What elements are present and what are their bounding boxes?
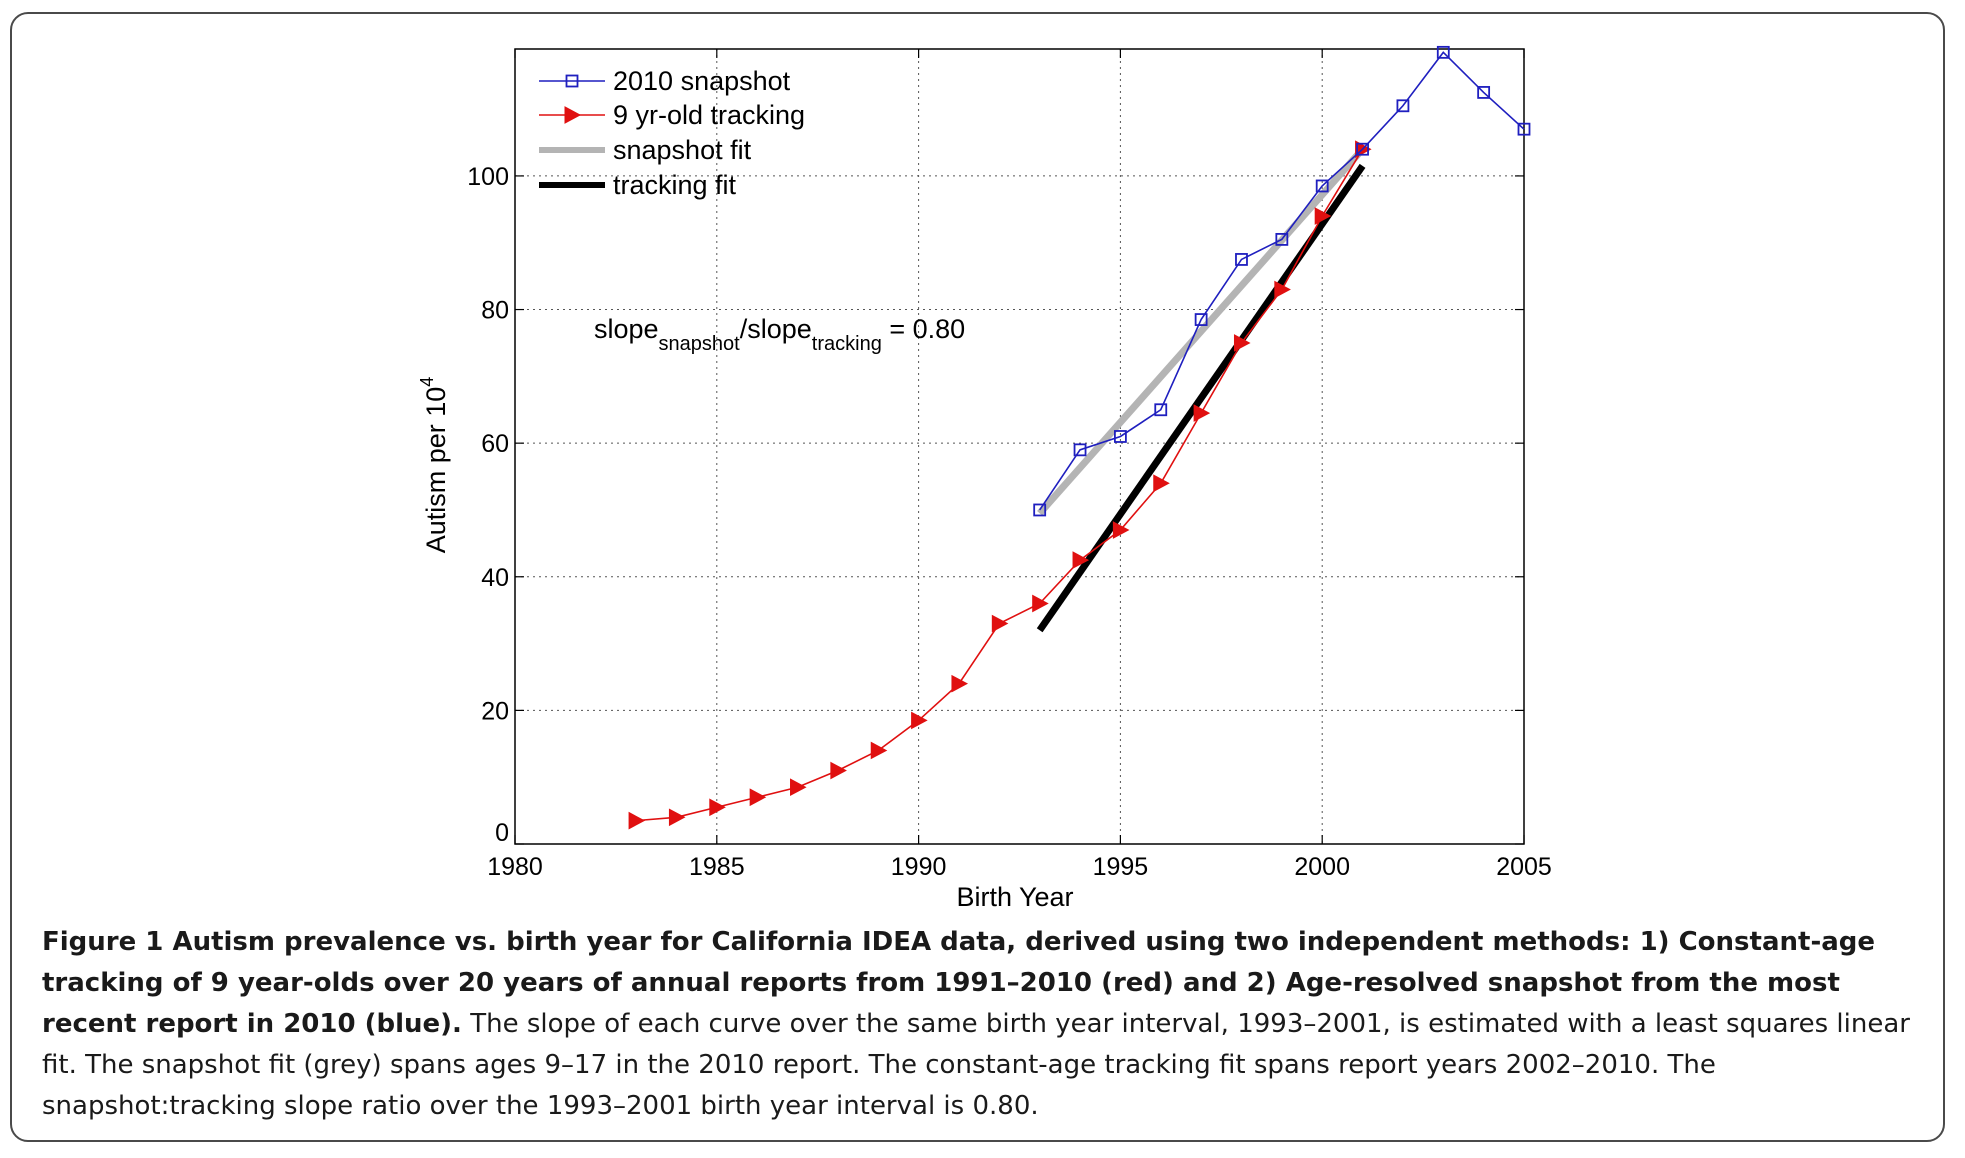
- data-point-9-yr-old-tracking: [1112, 521, 1130, 539]
- data-point-9-yr-old-tracking: [1233, 334, 1251, 352]
- y-axis-title: Autism per 104: [417, 377, 451, 554]
- data-point-2010-snapshot: [1477, 86, 1491, 99]
- data-point-2010-snapshot: [1114, 430, 1127, 443]
- series-snapshot-fit: [1037, 146, 1366, 516]
- legend-label: 9 yr-old tracking: [613, 100, 805, 130]
- data-point-9-yr-old-tracking: [1032, 594, 1049, 613]
- series-line-tracking-fit: [1036, 163, 1366, 633]
- data-point-2010-snapshot: [1396, 99, 1410, 113]
- legend: 2010 snapshot 9 yr-old tracking snapshot f…: [539, 66, 805, 200]
- y-tick-label: 20: [481, 697, 509, 725]
- y-tick-label: 60: [481, 430, 509, 458]
- x-tick-label: 1985: [689, 853, 745, 881]
- data-point-9-yr-old-tracking: [628, 811, 646, 830]
- annotation-text: /slope: [740, 314, 812, 344]
- series-tracking-fit: [1036, 163, 1366, 633]
- y-tick-label: 0: [495, 819, 509, 847]
- data-point-2010-snapshot: [1033, 503, 1047, 517]
- series-2010-snapshot: [1033, 45, 1531, 517]
- data-point-2010-snapshot: [1235, 253, 1248, 266]
- series-layer: [628, 45, 1531, 830]
- y-tick-label: 80: [481, 297, 509, 325]
- annotation-text: = 0.80: [882, 314, 965, 344]
- data-point-9-yr-old-tracking: [1193, 404, 1211, 422]
- slope-ratio-annotation: slopesnapshot/slopetracking = 0.80: [594, 314, 965, 355]
- chart: 1980 1985 1990 1995 2000 2005 0 20 40 60 80 100 201…: [417, 45, 1552, 912]
- data-point-9-yr-old-tracking: [709, 798, 726, 817]
- data-point-9-yr-old-tracking: [1072, 551, 1090, 569]
- data-point-2010-snapshot: [1315, 179, 1329, 193]
- data-point-2010-snapshot: [1154, 403, 1168, 417]
- data-point-2010-snapshot: [1073, 443, 1087, 457]
- y-axis-title-main: Autism per 10: [421, 387, 451, 554]
- annotation-subscript: tracking: [812, 333, 882, 355]
- series-line-2010-snapshot: [1039, 51, 1525, 511]
- legend-entry-tracking-fit: tracking fit: [539, 170, 737, 200]
- data-point-2010-snapshot: [1517, 122, 1531, 136]
- data-point-2010-snapshot: [1436, 45, 1450, 59]
- legend-label: snapshot fit: [613, 135, 752, 165]
- legend-label: tracking fit: [613, 170, 737, 200]
- legend-entry-2010-snapshot: 2010 snapshot: [539, 66, 791, 96]
- legend-entry-snapshot-fit: snapshot fit: [539, 135, 752, 165]
- legend-marker: [564, 106, 582, 124]
- data-point-9-yr-old-tracking: [911, 711, 928, 730]
- series-line-snapshot-fit: [1037, 146, 1366, 516]
- annotation-text: slope: [594, 314, 659, 344]
- x-tick-label: 2000: [1294, 853, 1350, 881]
- figure-caption: Figure 1 Autism prevalence vs. birth yea…: [42, 922, 1922, 1127]
- legend-entry-9-yr-old-tracking: 9 yr-old tracking: [539, 100, 805, 130]
- caption-body: The slope of each curve over the same bi…: [42, 1009, 1910, 1121]
- y-tick-label: 100: [467, 163, 509, 191]
- y-axis-title-superscript: 4: [417, 377, 437, 387]
- x-tick-label: 1995: [1093, 853, 1149, 881]
- axes: 1980 1985 1990 1995 2000 2005 0 20 40 60 80 100: [467, 48, 1552, 881]
- data-point-2010-snapshot: [1275, 232, 1289, 246]
- data-point-9-yr-old-tracking: [870, 741, 888, 760]
- annotation-subscript: snapshot: [659, 333, 741, 355]
- legend-marker: [565, 74, 579, 88]
- data-point-9-yr-old-tracking: [830, 761, 847, 780]
- x-tick-label: 2005: [1496, 853, 1552, 881]
- data-point-9-yr-old-tracking: [790, 778, 807, 797]
- x-tick-label: 1980: [487, 853, 543, 881]
- data-point-9-yr-old-tracking: [991, 614, 1009, 633]
- data-point-2010-snapshot: [1356, 142, 1369, 156]
- series-9-yr-old-tracking: [628, 140, 1372, 830]
- data-point-9-yr-old-tracking: [951, 674, 969, 693]
- series-line-9-yr-old-tracking: [636, 148, 1364, 822]
- data-point-9-yr-old-tracking: [1153, 474, 1170, 493]
- data-point-2010-snapshot: [1194, 313, 1208, 326]
- legend-label: 2010 snapshot: [613, 66, 791, 96]
- y-tick-label: 40: [481, 564, 509, 592]
- data-point-9-yr-old-tracking: [749, 788, 767, 807]
- plot-area-border: [514, 48, 1525, 845]
- grid: [515, 49, 1524, 844]
- x-tick-label: 1990: [891, 853, 947, 881]
- data-point-9-yr-old-tracking: [1314, 207, 1332, 225]
- x-axis-title: Birth Year: [956, 882, 1073, 912]
- data-point-9-yr-old-tracking: [668, 808, 686, 827]
- data-point-9-yr-old-tracking: [1274, 280, 1291, 299]
- caption-bold: Figure 1 Autism prevalence vs. birth yea…: [42, 927, 1876, 1039]
